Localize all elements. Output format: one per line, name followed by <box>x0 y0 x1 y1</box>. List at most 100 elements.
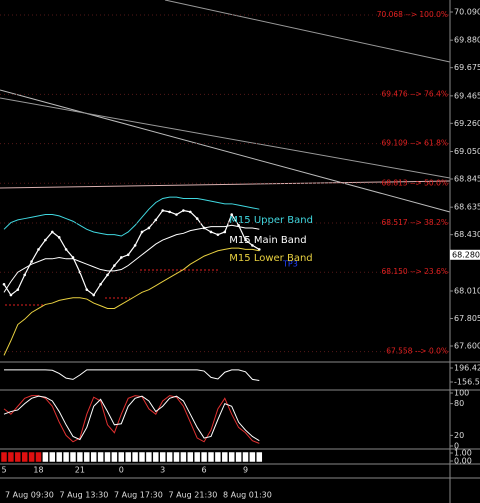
y-tick-label: 196.429 <box>454 364 480 373</box>
legend-label: M15 Main Band <box>229 235 306 246</box>
block <box>62 451 70 463</box>
price-point <box>30 260 33 263</box>
block <box>97 451 104 463</box>
price-point <box>16 288 20 291</box>
block <box>90 451 97 463</box>
series-line <box>3 224 260 293</box>
x-tick-label: 5 <box>1 466 6 475</box>
block <box>0 451 8 463</box>
block <box>180 451 187 463</box>
x-tick-label: 21 <box>75 466 85 475</box>
y-tick-label: 68.430 <box>454 230 480 239</box>
y-tick-label: 67.805 <box>454 314 480 323</box>
block <box>7 451 15 463</box>
block <box>152 451 160 463</box>
y-tick-label: 69.880 <box>454 36 480 45</box>
y-tick-label: 67.600 <box>454 342 480 351</box>
current-price-label: 68.280 <box>452 250 480 259</box>
current-price-box <box>450 249 480 260</box>
block <box>124 451 132 463</box>
y-tick-label: 68.845 <box>454 175 480 184</box>
date-label: 7 Aug 13:30 <box>60 491 109 500</box>
block <box>49 451 56 463</box>
block <box>166 451 173 463</box>
fib-label: 67.558 --> 0.0% <box>386 347 448 356</box>
block <box>173 451 180 463</box>
y-tick-label: 1.00 <box>454 449 472 458</box>
x-tick-label: 18 <box>33 466 43 475</box>
x-tick-label: 9 <box>243 466 248 475</box>
block <box>159 451 166 463</box>
price-point <box>99 282 102 286</box>
y-tick-label: 0 <box>454 442 459 451</box>
date-label: 7 Aug 09:30 <box>5 491 54 500</box>
price-point <box>85 288 89 291</box>
fib-label: 69.476 --> 76.4% <box>381 89 448 98</box>
trendline <box>0 97 451 179</box>
y-tick-label: 68.635 <box>454 203 480 212</box>
price-point <box>230 213 233 216</box>
block <box>256 451 263 463</box>
block <box>83 451 91 463</box>
block <box>42 451 49 463</box>
price-point <box>44 238 47 242</box>
fib-label: 68.813 --> 50.0% <box>381 178 448 187</box>
x-tick-label: 6 <box>202 466 207 475</box>
price-point <box>51 230 54 234</box>
price-point <box>244 238 247 242</box>
price-point <box>106 273 109 277</box>
block <box>138 451 146 463</box>
price-point <box>258 248 261 251</box>
block <box>187 451 194 463</box>
price-point <box>175 213 178 216</box>
y-tick-label: 70.090 <box>454 8 480 17</box>
trendline <box>0 180 451 189</box>
price-point <box>133 244 137 247</box>
price-point <box>113 264 116 267</box>
block <box>21 451 28 463</box>
series-line <box>3 196 260 237</box>
block <box>69 451 77 463</box>
price-point <box>189 210 192 214</box>
block <box>235 451 242 463</box>
block <box>207 451 215 463</box>
block <box>131 451 139 463</box>
legend-label: M15 Lower Band <box>229 253 312 264</box>
price-point <box>182 209 185 212</box>
price-point <box>71 256 75 259</box>
price-point <box>147 226 151 230</box>
y-tick-label: 0.00 <box>454 457 472 466</box>
block <box>35 451 42 463</box>
price-point <box>154 218 158 222</box>
y-tick-label: 80 <box>454 399 464 408</box>
y-tick-label: 69.050 <box>454 147 480 156</box>
price-point <box>126 253 130 257</box>
price-point <box>209 230 213 234</box>
y-tick-label: -156.54 <box>454 378 480 387</box>
series-line <box>3 247 260 356</box>
fib-label: 70.068 --> 100.0% <box>377 10 448 19</box>
block <box>242 451 249 463</box>
y-tick-label: 68.010 <box>454 287 480 296</box>
date-label: 8 Aug 01:30 <box>223 491 272 500</box>
fib-label: 68.517 --> 38.2% <box>381 218 448 227</box>
trendline <box>164 0 451 63</box>
price-point <box>216 233 220 236</box>
annotation: TP3 <box>282 260 298 269</box>
fib-label: 69.109 --> 61.8% <box>381 139 448 148</box>
price-point <box>120 256 123 259</box>
x-tick-label: 0 <box>119 466 124 475</box>
block <box>228 451 235 463</box>
price-point <box>64 248 68 251</box>
block <box>104 451 111 463</box>
block <box>221 451 229 463</box>
block <box>200 451 208 463</box>
price-point <box>2 282 6 286</box>
block <box>28 451 35 463</box>
price-point <box>168 210 171 214</box>
y-tick-label: 69.675 <box>454 63 480 72</box>
y-tick-label: 20 <box>454 431 464 440</box>
price-point <box>23 273 27 277</box>
price-point <box>195 217 199 220</box>
block <box>193 451 201 463</box>
